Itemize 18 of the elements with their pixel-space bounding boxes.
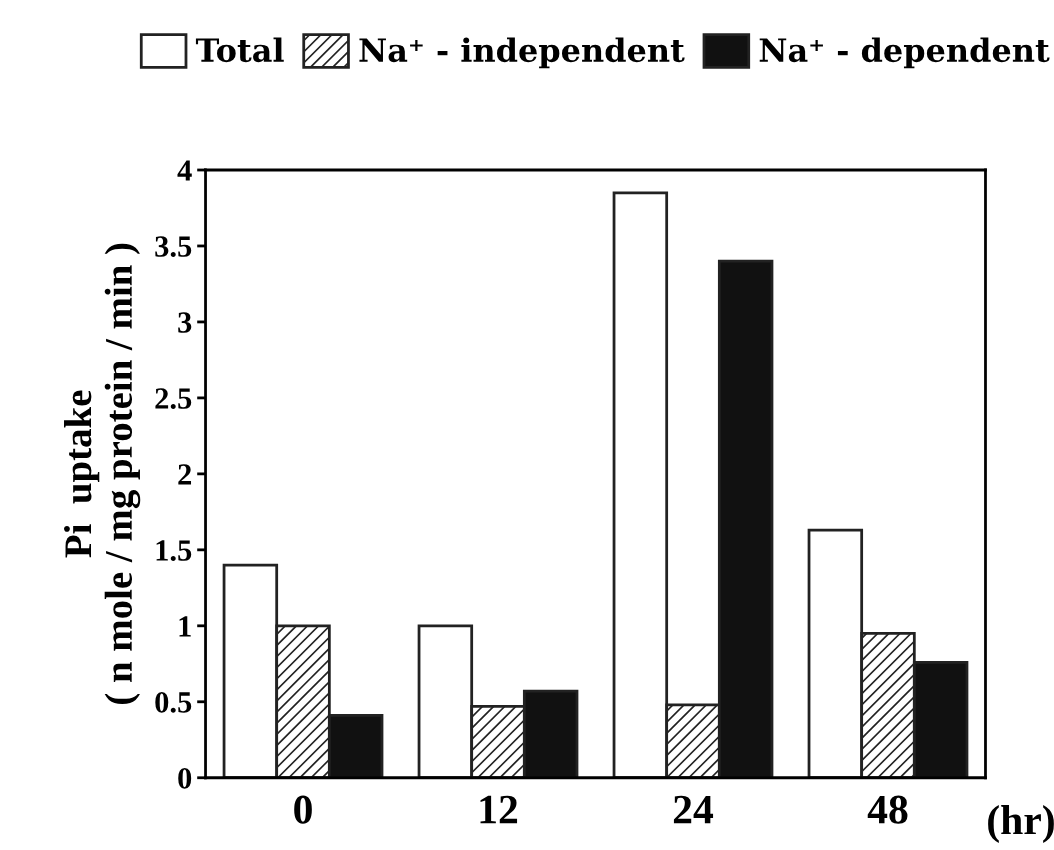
y-tick-label: 1 bbox=[179, 616, 191, 637]
x-tick-label: 24 bbox=[673, 795, 714, 824]
legend-label: Na⁺ - dependent bbox=[759, 37, 1050, 69]
x-axis-title: (hr) bbox=[988, 805, 1054, 843]
y-tick-label: 0.5 bbox=[155, 692, 192, 713]
y-axis-title: Pi uptake ( n mole / mg protein / min ) bbox=[64, 243, 141, 705]
legend-label: Na⁺ - independent bbox=[359, 37, 685, 69]
x-tick-label: 0 bbox=[294, 795, 312, 824]
x-tick-label: 12 bbox=[480, 795, 518, 824]
y-tick-label: 2.5 bbox=[155, 388, 192, 409]
y-tick-label: 3.5 bbox=[155, 236, 192, 257]
x-tick-label: 48 bbox=[867, 795, 908, 824]
y-tick-label: 0 bbox=[178, 768, 192, 789]
y-tick-label: 3 bbox=[178, 312, 192, 333]
y-tick-label: 4 bbox=[177, 160, 192, 181]
y-tick-label: 2 bbox=[178, 464, 192, 485]
legend-label: Total bbox=[195, 37, 284, 63]
y-tick-label: 1.5 bbox=[156, 540, 192, 561]
